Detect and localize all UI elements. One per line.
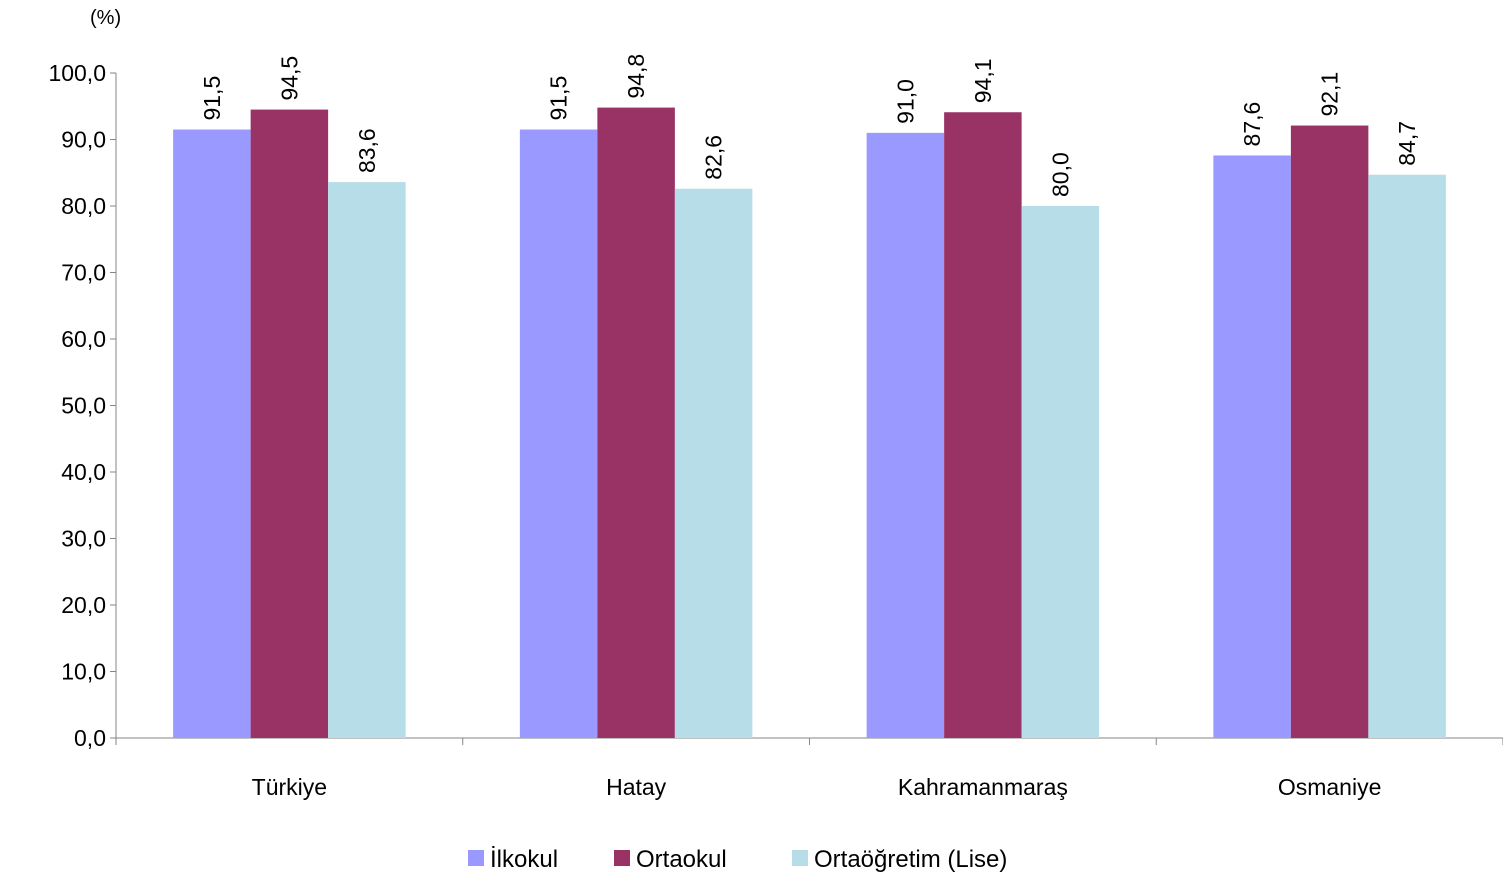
y-tick-label: 0,0 [74, 725, 106, 751]
bar-value-label: 83,6 [354, 128, 380, 173]
x-category-label: Türkiye [252, 774, 327, 800]
bar [328, 182, 406, 738]
legend-label: İlkokul [490, 846, 558, 873]
bar-value-label: 80,0 [1047, 152, 1073, 197]
x-category-label: Osmaniye [1278, 774, 1382, 800]
y-tick-label: 10,0 [61, 659, 106, 685]
y-tick-label: 100,0 [48, 60, 106, 86]
bar-series-group [173, 107, 1446, 739]
legend-label: Ortaokul [636, 846, 727, 873]
legend-label: Ortaöğretim (Lise) [814, 846, 1007, 873]
bar-value-label: 84,7 [1394, 121, 1420, 166]
bar [519, 129, 598, 738]
x-category-label: Hatay [606, 774, 667, 800]
y-tick-label: 20,0 [61, 592, 106, 618]
bar-value-label: 91,5 [546, 76, 572, 121]
bar-value-label: 94,1 [970, 58, 996, 103]
bar [173, 129, 251, 738]
bar [250, 109, 329, 738]
y-tick-label: 70,0 [61, 260, 106, 286]
bar-value-label: 91,5 [199, 76, 225, 121]
y-tick-label: 30,0 [61, 526, 106, 552]
y-axis-unit-label: (%) [90, 7, 121, 29]
bar-value-label: 91,0 [892, 79, 918, 124]
y-tick-label: 40,0 [61, 459, 106, 485]
bar [597, 107, 675, 738]
bar [1368, 174, 1446, 738]
bar [1213, 155, 1291, 738]
bar [674, 188, 753, 738]
bar [944, 112, 1022, 739]
data-labels-group: 91,5 91,5 91,0 87,6 94,5 94,8 94,1 92,1 83,6 82,6… [199, 54, 1420, 197]
legend-swatch [468, 850, 484, 866]
legend-swatch [792, 850, 808, 866]
bar-value-label: 94,5 [276, 56, 302, 101]
y-tick-label: 80,0 [61, 193, 106, 219]
bar [1021, 206, 1100, 738]
bar-value-label: 82,6 [701, 135, 727, 180]
x-axis: Türkiye Hatay Kahramanmaraş Osmaniye [115, 737, 1503, 800]
bar-value-label: 94,8 [623, 54, 649, 99]
y-tick-label: 60,0 [61, 326, 106, 352]
y-tick-label: 90,0 [61, 127, 106, 153]
y-axis: 0,0 10,0 20,0 30,0 40,0 50,0 60,0 70,0 80,0 90,0 1… [48, 60, 117, 751]
legend: İlkokul Ortaokul Ortaöğretim (Lise) [468, 846, 1007, 873]
y-tick-label: 50,0 [61, 393, 106, 419]
bar-value-label: 92,1 [1317, 72, 1343, 117]
legend-swatch [614, 850, 630, 866]
x-category-label: Kahramanmaraş [898, 774, 1068, 800]
bar [866, 132, 945, 739]
bar-value-label: 87,6 [1239, 102, 1265, 147]
bar [1290, 125, 1369, 738]
